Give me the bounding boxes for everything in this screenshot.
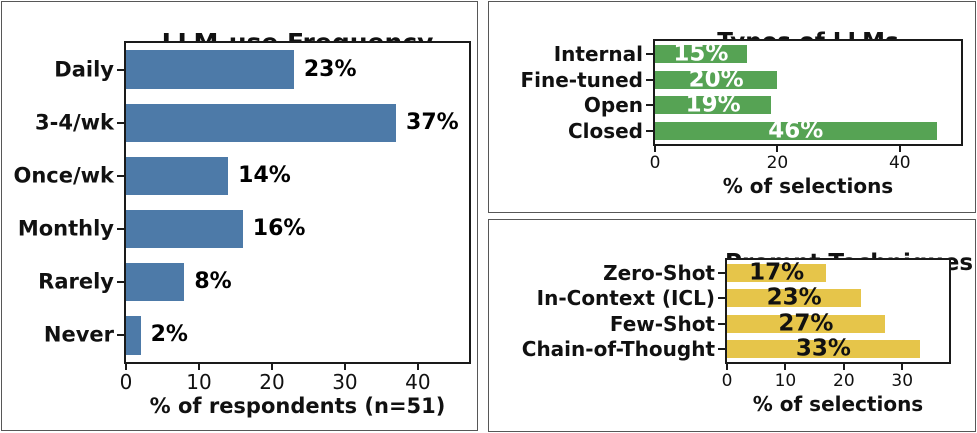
x-axis-label: % of respondents (n=51)	[149, 394, 446, 418]
y-tick-mark	[117, 121, 124, 124]
bar	[727, 340, 920, 359]
category-label: Fine-tuned	[520, 67, 643, 92]
x-tick-mark	[842, 364, 845, 370]
value-label: 2%	[150, 322, 188, 348]
y-tick-mark	[117, 334, 124, 337]
value-label: 20%	[688, 66, 744, 93]
bar	[126, 316, 141, 355]
category-label: Internal	[553, 41, 643, 66]
plot-area: 15% 20% 19% 46% 0 20 40	[646, 39, 963, 172]
category-label: Chain-of-Thought	[521, 337, 715, 362]
bar	[655, 44, 747, 63]
x-tick-mark	[416, 364, 419, 370]
x-tick-mark	[270, 364, 273, 370]
value-label: 15%	[673, 40, 729, 67]
y-tick-mark	[718, 297, 725, 300]
y-tick-mark	[117, 174, 124, 177]
x-tick-label: 20	[833, 371, 855, 391]
y-tick-mark	[646, 52, 653, 55]
category-label: Zero-Shot	[603, 260, 715, 285]
category-label: Daily	[54, 57, 114, 82]
x-tick-label: 40	[405, 370, 431, 394]
x-tick-label: 0	[721, 371, 733, 391]
value-label: 14%	[238, 162, 291, 188]
x-tick-label: 20	[766, 153, 789, 173]
value-label: 17%	[749, 259, 805, 286]
y-tick-mark	[117, 281, 124, 284]
value-label: 33%	[795, 335, 851, 362]
x-tick-label: 10	[774, 371, 797, 391]
y-tick-mark	[117, 228, 124, 231]
bar	[126, 50, 294, 89]
category-label: Monthly	[17, 216, 114, 241]
category-label: Open	[583, 93, 643, 118]
x-axis-label: % of selections	[752, 392, 924, 416]
category-label: Never	[43, 322, 114, 347]
bar	[655, 96, 772, 115]
bar	[126, 103, 397, 142]
x-axis-label: % of selections	[722, 174, 894, 198]
x-tick-mark	[898, 146, 901, 152]
x-tick-mark	[654, 146, 656, 152]
x-tick-label: 20	[259, 370, 285, 394]
value-label: 37%	[406, 109, 459, 135]
x-tick-label: 0	[649, 153, 661, 173]
category-label: Once/wk	[13, 163, 114, 188]
x-tick-label: 40	[888, 153, 911, 173]
bar	[655, 70, 778, 89]
x-tick-mark	[125, 364, 127, 370]
bar	[126, 156, 229, 196]
category-label: In-Context (ICL)	[536, 286, 715, 311]
bar	[126, 209, 243, 249]
value-label: 19%	[685, 91, 741, 118]
value-label: 23%	[303, 56, 357, 82]
x-tick-label: 0	[119, 370, 133, 394]
bar	[727, 314, 885, 333]
y-tick-mark	[646, 130, 653, 133]
category-label: 3-4/wk	[35, 110, 114, 135]
value-label: 27%	[778, 310, 834, 337]
y-tick-mark	[117, 68, 124, 71]
y-tick-mark	[646, 78, 653, 81]
bar	[727, 263, 827, 282]
x-tick-label: 10	[186, 370, 212, 394]
value-label: 46%	[768, 117, 824, 144]
x-tick-mark	[343, 364, 346, 370]
x-tick-mark	[784, 364, 787, 370]
bar	[655, 122, 937, 141]
x-tick-mark	[726, 364, 728, 370]
category-label: Rarely	[38, 269, 114, 294]
plot-area: 23% 37% 14% 16% 8% 2% 0 10 20 30 40	[117, 41, 471, 392]
y-tick-mark	[646, 104, 653, 107]
y-tick-mark	[718, 271, 725, 274]
y-tick-mark	[718, 322, 725, 325]
value-label: 8%	[194, 269, 232, 295]
plot-area: 17% 23% 27% 33% 0 10 20 30	[718, 258, 951, 390]
value-label: 23%	[766, 284, 822, 311]
chart-panel-llm-use-frequency: LLM-use Frequency 23%37%14%16%8%2%010203…	[1, 1, 478, 431]
value-label: 16%	[252, 216, 306, 242]
y-tick-mark	[718, 348, 725, 351]
x-tick-label: 30	[332, 370, 358, 394]
x-tick-mark	[197, 364, 200, 370]
category-label: Closed	[567, 119, 643, 144]
bar	[727, 289, 862, 308]
category-label: Few-Shot	[609, 311, 715, 336]
x-tick-mark	[901, 364, 904, 370]
bar	[126, 263, 185, 302]
x-tick-label: 30	[891, 371, 914, 391]
x-tick-mark	[776, 146, 779, 152]
